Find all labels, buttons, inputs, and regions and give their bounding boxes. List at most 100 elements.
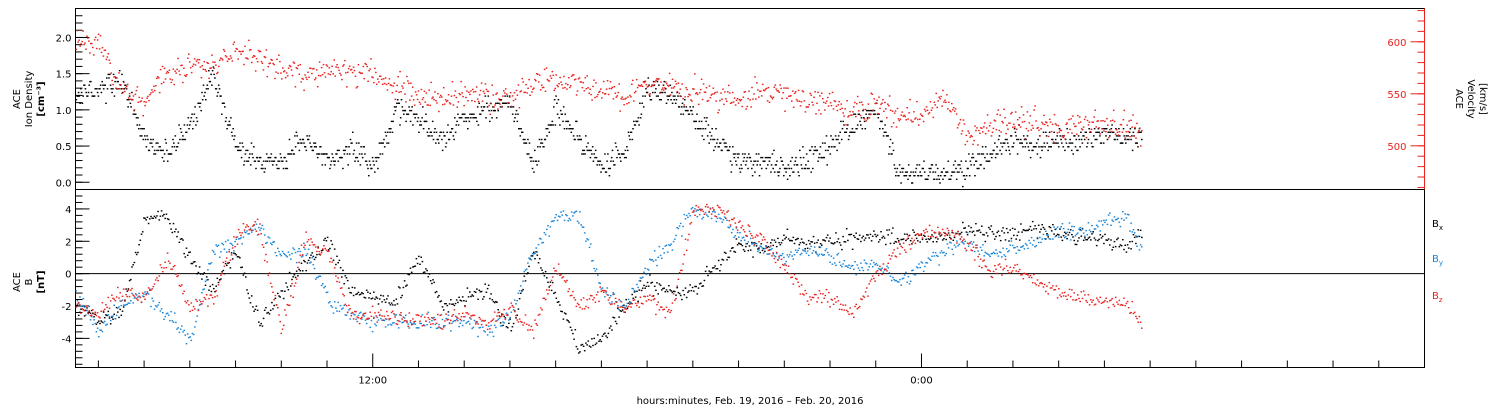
by-point bbox=[160, 308, 163, 310]
by-point bbox=[963, 243, 965, 245]
bx-point bbox=[979, 231, 982, 234]
bx-point bbox=[752, 256, 754, 258]
velocity-point bbox=[699, 88, 702, 91]
density-point bbox=[611, 149, 614, 152]
bx-point bbox=[804, 248, 806, 250]
velocity-point bbox=[569, 85, 572, 87]
by-point bbox=[463, 319, 465, 322]
bz-point bbox=[645, 300, 648, 302]
by-point bbox=[943, 251, 945, 254]
velocity-point bbox=[157, 77, 160, 79]
bx-point bbox=[246, 289, 248, 291]
density-point bbox=[1006, 138, 1008, 141]
density-point bbox=[936, 167, 939, 170]
bx-point bbox=[477, 298, 479, 300]
velocity-point bbox=[1030, 129, 1033, 131]
density-point bbox=[382, 142, 384, 144]
density-point bbox=[305, 149, 308, 152]
density-point bbox=[967, 167, 969, 170]
velocity-point bbox=[529, 94, 531, 96]
velocity-point bbox=[811, 101, 813, 103]
density-point bbox=[376, 156, 378, 159]
velocity-point bbox=[1116, 131, 1119, 133]
density-point bbox=[1037, 138, 1039, 141]
bx-point bbox=[713, 267, 715, 269]
velocity-point bbox=[947, 108, 949, 110]
bx-point bbox=[678, 292, 681, 295]
velocity-point bbox=[705, 87, 708, 89]
velocity-point bbox=[1036, 127, 1038, 129]
density-point bbox=[791, 156, 793, 159]
bx-point bbox=[266, 312, 268, 314]
velocity-point bbox=[359, 72, 362, 74]
bx-point bbox=[189, 251, 191, 253]
bx-point bbox=[582, 345, 585, 347]
velocity-point bbox=[625, 97, 627, 99]
velocity-point bbox=[403, 82, 405, 84]
velocity-point bbox=[1028, 122, 1031, 124]
density-point bbox=[508, 95, 511, 97]
bx-point bbox=[113, 313, 115, 315]
velocity-point bbox=[432, 96, 434, 98]
by-point bbox=[986, 253, 989, 255]
density-point bbox=[238, 149, 241, 152]
density-point bbox=[424, 120, 426, 123]
velocity-point bbox=[493, 106, 495, 108]
velocity-point bbox=[496, 92, 498, 94]
density-point bbox=[201, 99, 204, 101]
bz-point bbox=[728, 220, 731, 222]
density-axis-tick-label: 2.0 bbox=[56, 33, 72, 44]
density-point bbox=[1048, 146, 1050, 148]
bx-point bbox=[387, 295, 389, 297]
bz-point bbox=[179, 285, 182, 287]
by-point bbox=[407, 323, 409, 325]
bz-point bbox=[560, 274, 562, 276]
by-point bbox=[624, 306, 626, 309]
density-point bbox=[904, 171, 907, 173]
by-point bbox=[318, 275, 321, 277]
by-point bbox=[554, 216, 556, 219]
density-point bbox=[252, 156, 254, 159]
bx-point bbox=[425, 268, 427, 270]
velocity-point bbox=[968, 132, 970, 134]
velocity-point bbox=[791, 100, 793, 102]
velocity-point bbox=[934, 104, 937, 106]
by-point bbox=[735, 227, 738, 229]
density-point bbox=[415, 113, 418, 115]
by-point bbox=[1004, 255, 1007, 258]
bx-point bbox=[978, 229, 981, 231]
velocity-point bbox=[133, 109, 136, 111]
by-point bbox=[570, 211, 573, 213]
velocity-point bbox=[788, 95, 790, 97]
bx-point bbox=[578, 352, 580, 354]
bz-point bbox=[714, 215, 716, 217]
density-point bbox=[889, 138, 892, 141]
velocity-point bbox=[128, 92, 131, 95]
density-point bbox=[572, 128, 574, 130]
by-point bbox=[1100, 220, 1103, 222]
by-point bbox=[1031, 244, 1034, 246]
density-point bbox=[483, 106, 486, 108]
by-point bbox=[275, 255, 278, 257]
bx-point bbox=[195, 265, 197, 267]
bz-point bbox=[113, 298, 115, 300]
bz-point bbox=[694, 214, 696, 216]
bz-point bbox=[586, 299, 588, 301]
density-point bbox=[536, 164, 538, 166]
by-point bbox=[772, 253, 774, 255]
by-point bbox=[1141, 246, 1143, 248]
bz-point bbox=[619, 306, 622, 308]
bx-point bbox=[784, 238, 786, 240]
velocity-point bbox=[560, 81, 562, 83]
density-point bbox=[652, 91, 654, 94]
density-point bbox=[563, 128, 566, 130]
density-point bbox=[705, 120, 707, 123]
by-point bbox=[817, 255, 819, 257]
bx-point bbox=[844, 241, 847, 243]
bz-point bbox=[112, 297, 114, 300]
velocity-point bbox=[953, 110, 956, 112]
by-point bbox=[774, 256, 777, 258]
density-point bbox=[735, 164, 738, 166]
bx-point bbox=[743, 250, 746, 252]
density-point bbox=[341, 156, 343, 159]
